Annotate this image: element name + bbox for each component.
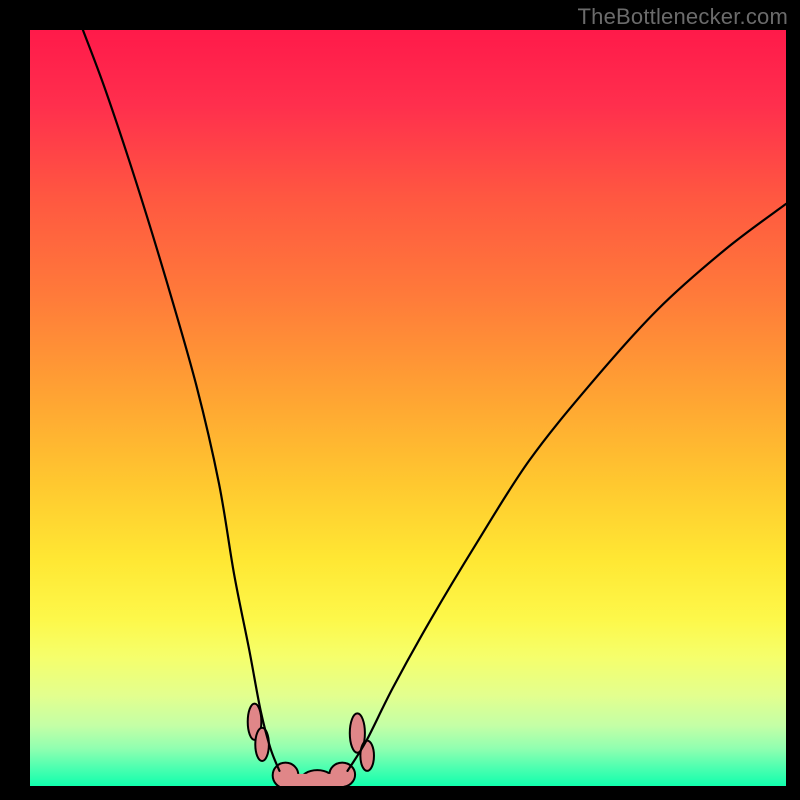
bottom-connector [283, 774, 343, 786]
watermark-text: TheBottlenecker.com [578, 4, 788, 30]
curve-marker [360, 741, 374, 771]
bottleneck-chart [30, 30, 786, 786]
chart-background [30, 30, 786, 786]
